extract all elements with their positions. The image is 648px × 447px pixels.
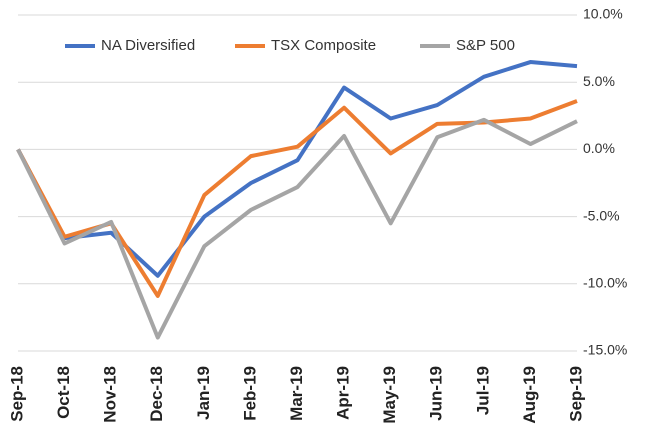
x-tick-label: Aug-19 [520,366,539,424]
y-tick-label: 10.0% [583,6,623,22]
x-tick-label: Feb-19 [240,366,259,421]
y-tick-label: -5.0% [583,207,620,223]
y-tick-label: -10.0% [583,275,627,291]
x-tick-label: Mar-19 [287,366,306,421]
x-tick-label: Dec-18 [147,366,166,422]
x-tick-label: Apr-19 [334,366,353,420]
x-tick-label: Jul-19 [473,366,492,415]
x-tick-label: Oct-18 [54,366,73,419]
y-tick-label: -15.0% [583,342,627,358]
legend-label: S&P 500 [456,37,515,54]
x-tick-label: Jun-19 [427,366,446,421]
series-line [16,99,578,298]
series-line [16,60,578,278]
x-tick-label: Sep-19 [566,366,585,422]
x-tick-label: Nov-18 [101,366,120,423]
y-tick-label: 0.0% [583,140,615,156]
legend-label: NA Diversified [101,37,195,54]
x-tick-label: Sep-18 [7,366,26,422]
series-line [16,117,578,340]
y-tick-label: 5.0% [583,73,615,89]
legend-label: TSX Composite [271,37,376,54]
x-tick-label: May-19 [380,366,399,424]
x-tick-label: Jan-19 [194,366,213,420]
